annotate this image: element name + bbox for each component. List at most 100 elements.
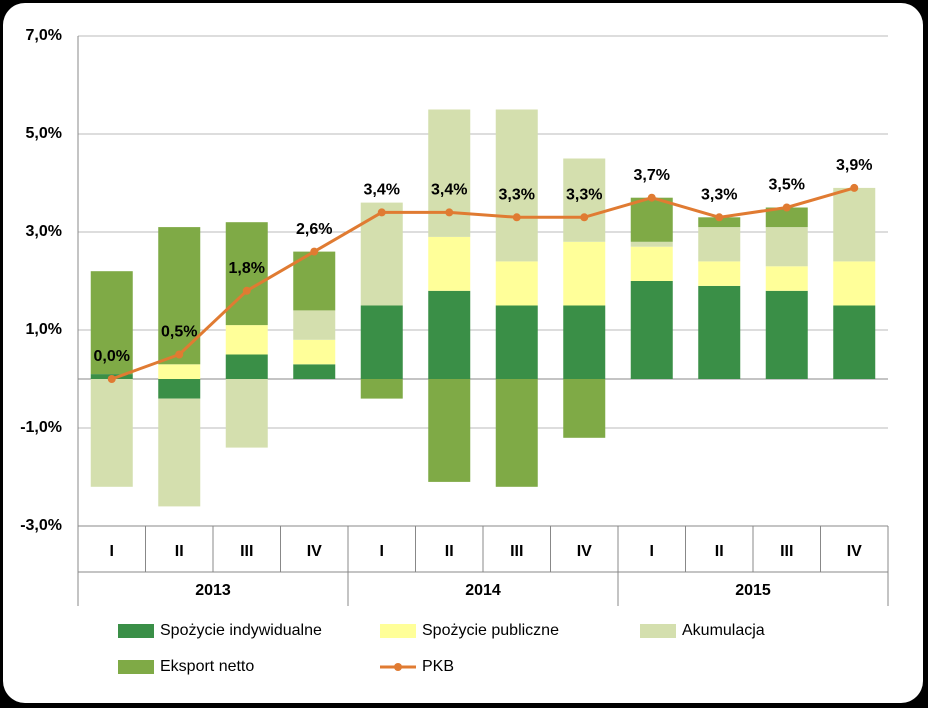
line-point xyxy=(175,350,184,359)
line-point xyxy=(310,247,319,256)
line-point xyxy=(647,193,656,202)
x-tick-label: IV xyxy=(307,543,322,560)
bar-segment xyxy=(630,246,673,281)
bar-segment xyxy=(495,379,538,487)
line-point xyxy=(715,213,724,222)
bar-segment xyxy=(225,325,268,355)
y-tick-label: 1,0% xyxy=(26,321,62,338)
legend-label: Akumulacja xyxy=(682,622,765,639)
bar-segment xyxy=(293,339,336,365)
bar-segment xyxy=(563,158,606,242)
legend-label: PKB xyxy=(422,658,454,675)
x-tick-label: I xyxy=(110,543,114,560)
bar-segment xyxy=(630,281,673,379)
bar-segment xyxy=(360,305,403,379)
data-label: 3,5% xyxy=(769,177,805,194)
x-tick-label: III xyxy=(510,543,523,560)
data-label: 3,3% xyxy=(701,187,737,204)
data-label: 3,4% xyxy=(431,182,467,199)
x-tick-label: I xyxy=(380,543,384,560)
bar-segment xyxy=(765,227,808,267)
bar-segment xyxy=(563,305,606,379)
line-point xyxy=(512,213,521,222)
y-tick-label: -1,0% xyxy=(20,419,62,436)
bar-segment xyxy=(495,305,538,379)
bar-segment xyxy=(225,222,268,326)
line-point xyxy=(242,286,251,295)
y-tick-label: 3,0% xyxy=(26,223,62,240)
line-point xyxy=(107,375,116,383)
bar-segment xyxy=(563,379,606,438)
bar-segment xyxy=(428,236,471,291)
line-point xyxy=(580,213,589,222)
data-label: 3,4% xyxy=(364,182,400,199)
bar-segment xyxy=(765,266,808,291)
data-label: 3,7% xyxy=(634,167,670,184)
bar-segment xyxy=(765,290,808,379)
bar-segment xyxy=(833,261,876,306)
data-label: 1,8% xyxy=(229,260,265,277)
y-tick-label: -3,0% xyxy=(20,517,62,534)
x-tick-label: III xyxy=(780,543,793,560)
bar-segment xyxy=(428,290,471,379)
bar-segment xyxy=(765,207,808,228)
data-label: 2,6% xyxy=(296,221,332,238)
line-point xyxy=(782,203,791,212)
y-tick-label: 5,0% xyxy=(26,125,62,142)
legend-label: Spożycie publiczne xyxy=(422,622,559,639)
group-label: 2015 xyxy=(735,582,771,599)
x-tick-label: II xyxy=(715,543,724,560)
bar-segment xyxy=(833,187,876,262)
bar-segment xyxy=(630,241,673,247)
y-tick-label: 7,0% xyxy=(26,27,62,44)
data-label: 3,9% xyxy=(836,157,872,174)
bar-segment xyxy=(698,261,741,286)
legend-swatch xyxy=(118,624,154,638)
bar-segment xyxy=(833,305,876,379)
x-tick-label: II xyxy=(445,543,454,560)
bar-segment xyxy=(90,271,133,375)
x-tick-label: I xyxy=(650,543,654,560)
legend-swatch xyxy=(118,660,154,674)
bar-segment xyxy=(698,217,741,228)
bar-segment xyxy=(158,364,201,379)
bar-segment xyxy=(293,364,336,379)
bar-segment xyxy=(428,379,471,482)
group-label: 2013 xyxy=(195,582,231,599)
line xyxy=(111,186,855,381)
bar-segment xyxy=(90,379,133,487)
line-point xyxy=(377,208,386,217)
data-label: 3,3% xyxy=(566,187,602,204)
bar-segment xyxy=(225,354,268,379)
bar-segment xyxy=(360,379,403,399)
legend-marker xyxy=(394,663,402,671)
data-label: 0,0% xyxy=(94,348,130,365)
bar-segment xyxy=(360,202,403,306)
x-tick-label: III xyxy=(240,543,253,560)
x-tick-label: II xyxy=(175,543,184,560)
bar-segment xyxy=(495,109,538,262)
bar-segment xyxy=(495,261,538,306)
bar-segment xyxy=(698,227,741,262)
x-tick-label: IV xyxy=(847,543,862,560)
bar-segment xyxy=(158,227,201,365)
group-label: 2014 xyxy=(465,582,501,599)
bar-segment xyxy=(698,285,741,379)
x-tick-label: IV xyxy=(577,543,592,560)
bar-segment xyxy=(630,197,673,242)
bar-segment xyxy=(293,310,336,340)
data-label: 3,3% xyxy=(499,187,535,204)
legend-swatch xyxy=(380,624,416,638)
bar-segment xyxy=(158,379,201,399)
bar-segment xyxy=(563,241,606,306)
bar-segment xyxy=(158,398,201,507)
legend-label: Eksport netto xyxy=(160,658,254,675)
bar-segment xyxy=(428,109,471,237)
legend-label: Spożycie indywidualne xyxy=(160,622,322,639)
legend-swatch xyxy=(640,624,676,638)
bar-segment xyxy=(225,379,268,448)
line-point xyxy=(445,208,454,217)
data-label: 0,5% xyxy=(161,324,197,341)
line-point xyxy=(850,183,859,192)
